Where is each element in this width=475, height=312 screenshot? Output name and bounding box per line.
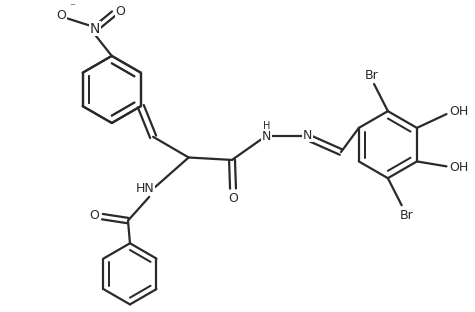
Text: N: N [90, 22, 100, 36]
Text: N: N [303, 129, 312, 142]
Text: OH: OH [449, 161, 468, 174]
Text: O: O [89, 209, 99, 222]
Text: HN: HN [136, 182, 155, 195]
Text: Br: Br [365, 69, 379, 82]
Text: O: O [228, 192, 238, 205]
Text: Br: Br [400, 209, 413, 222]
Text: N: N [262, 130, 271, 143]
Text: OH: OH [449, 105, 468, 118]
Text: H: H [263, 121, 270, 131]
Text: ⁻: ⁻ [69, 2, 75, 12]
Text: O: O [115, 5, 125, 17]
Text: O: O [57, 9, 66, 22]
